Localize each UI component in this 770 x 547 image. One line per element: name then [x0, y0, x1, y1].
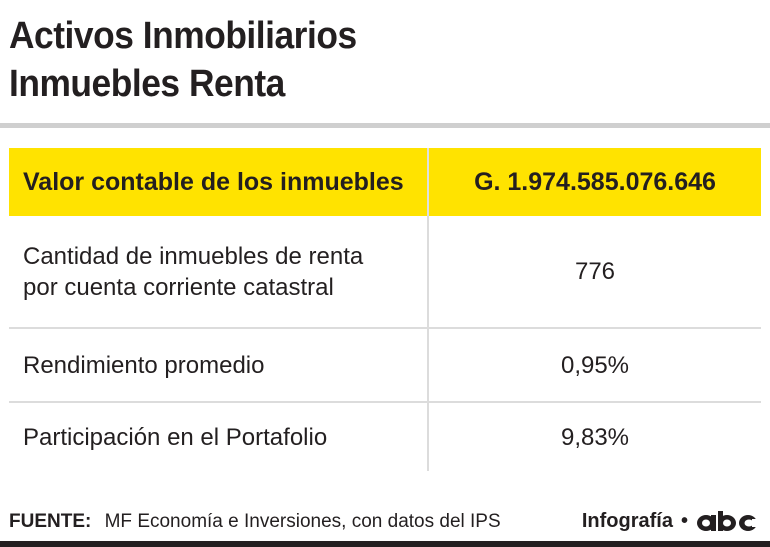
source-text: MF Economía e Inversiones, con datos del…	[104, 511, 501, 532]
row-value-participacion: 9,83%	[427, 402, 761, 471]
row-label-cantidad-line-1: Cantidad de inmuebles de renta	[23, 242, 364, 270]
credit-text: Infografía	[581, 510, 673, 532]
table-row: Cantidad de inmuebles de renta por cuent…	[9, 216, 761, 329]
row-label-rendimiento: Rendimiento promedio	[9, 328, 428, 403]
row-label-cantidad-line-2: por cuenta corriente catastral	[23, 273, 334, 301]
row-value-rendimiento: 0,95%	[427, 328, 761, 403]
row-label-valor-contable: Valor contable de los inmuebles	[9, 148, 428, 216]
chart-title: Activos Inmobiliarios Inmuebles Renta	[9, 12, 357, 108]
table-row: Rendimiento promedio 0,95%	[9, 328, 761, 403]
abc-logo-icon	[697, 511, 758, 531]
row-value-cantidad-inmuebles: 776	[427, 216, 761, 329]
row-value-valor-contable: G. 1.974.585.076.646	[427, 148, 761, 216]
table-row: Participación en el Portafolio 9,83%	[9, 402, 761, 471]
credit-separator: •	[680, 510, 688, 532]
title-line-2: Inmuebles Renta	[9, 63, 285, 105]
credit: Infografía •	[582, 508, 758, 534]
title-line-1: Activos Inmobiliarios	[9, 15, 357, 57]
top-divider	[0, 123, 770, 128]
source-label: FUENTE:	[9, 511, 92, 532]
bottom-divider	[0, 541, 770, 547]
source-footer: FUENTE: MF Economía e Inversiones, con d…	[9, 510, 501, 534]
table-row-highlight: Valor contable de los inmuebles G. 1.974…	[9, 148, 761, 216]
row-label-cantidad-inmuebles: Cantidad de inmuebles de renta por cuent…	[9, 216, 428, 329]
data-table: Valor contable de los inmuebles G. 1.974…	[9, 148, 761, 471]
row-label-participacion: Participación en el Portafolio	[23, 423, 328, 451]
